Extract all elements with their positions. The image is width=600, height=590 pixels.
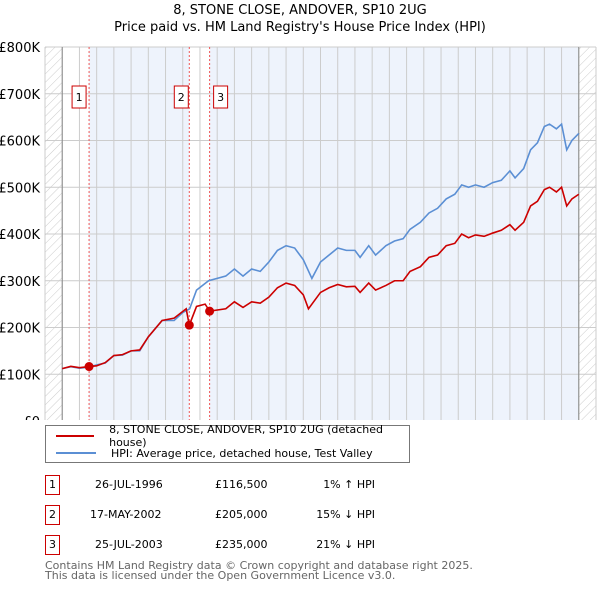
chart-subtitle: Price paid vs. HM Land Registry's House …: [114, 20, 486, 35]
transaction-price: £116,500: [215, 478, 268, 491]
transaction-price: £235,000: [215, 538, 268, 551]
property-price-line: [62, 185, 580, 370]
transaction-date: 26-JUL-1996: [95, 478, 163, 491]
sale-label-box: [173, 85, 189, 109]
footer-licence: This data is licensed under the Open Gov…: [45, 569, 396, 582]
transaction-row: 2 17-MAY-2002 £205,000 15% ↓ HPI: [45, 505, 445, 525]
sale-label-box: [213, 85, 229, 109]
transaction-hpi: 21% ↓ HPI: [316, 538, 375, 551]
y-tick-label: £300K: [0, 275, 40, 290]
transaction-hpi: 1% ↑ HPI: [323, 478, 375, 491]
y-tick-label: £800K: [0, 41, 40, 56]
y-tick-label: £100K: [0, 368, 40, 383]
transaction-marker: 1: [45, 475, 60, 495]
sale-point: [184, 320, 194, 330]
footer-copyright: Contains HM Land Registry data © Crown c…: [45, 559, 473, 572]
footer: Contains HM Land Registry data © Crown c…: [45, 559, 473, 582]
chart-title: 8, STONE CLOSE, ANDOVER, SP10 2UG: [173, 3, 427, 18]
transaction-marker: 2: [45, 505, 60, 525]
price-chart: 1994199519961997199819992000200120022003…: [0, 41, 597, 420]
legend-item-hpi: HPI: Average price, detached house, Test…: [56, 445, 373, 461]
legend-label: HPI: Average price, detached house, Test…: [111, 446, 373, 460]
transaction-date: 25-JUL-2003: [95, 538, 163, 551]
legend-swatch: [56, 435, 95, 437]
transaction-row: 1 26-JUL-1996 £116,500 1% ↑ HPI: [45, 475, 445, 495]
y-tick-label: £700K: [0, 88, 40, 103]
legend-label: 8, STONE CLOSE, ANDOVER, SP10 2UG (detac…: [109, 423, 383, 449]
legend-item-property: 8, STONE CLOSE, ANDOVER, SP10 2UG (detac…: [56, 423, 409, 449]
transaction-hpi: 15% ↓ HPI: [316, 508, 375, 521]
y-tick-label: £400K: [0, 228, 40, 243]
y-tick-label: £200K: [0, 322, 40, 337]
legend: 8, STONE CLOSE, ANDOVER, SP10 2UG (detac…: [45, 423, 410, 463]
sale-point: [84, 362, 94, 372]
sale-label: 1: [76, 91, 83, 104]
legend-swatch: [56, 452, 96, 454]
transaction-date: 17-MAY-2002: [90, 508, 162, 521]
y-tick-label: £600K: [0, 135, 40, 150]
y-tick-label: £500K: [0, 181, 40, 196]
transaction-row: 3 25-JUL-2003 £235,000 21% ↓ HPI: [45, 535, 445, 555]
sale-label-box: [71, 85, 87, 109]
transaction-price: £205,000: [215, 508, 268, 521]
sale-label: 3: [217, 91, 224, 104]
sale-point: [205, 306, 215, 316]
sale-label: 2: [178, 91, 185, 104]
y-tick-label: £0: [23, 415, 40, 420]
transaction-marker: 3: [45, 535, 60, 555]
